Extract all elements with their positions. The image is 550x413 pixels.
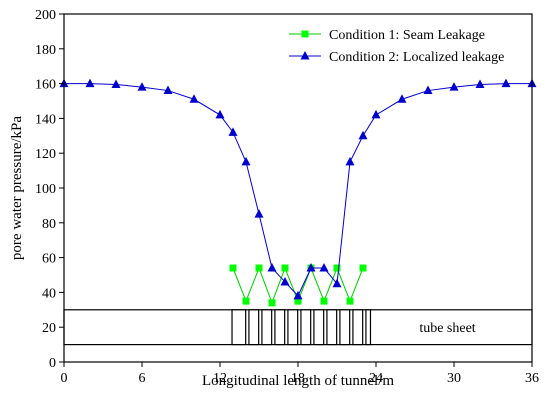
- data-point-condition-2: [293, 290, 303, 300]
- tube-sheet-segment: [365, 309, 372, 346]
- y-tick-label: 120: [35, 147, 56, 162]
- y-tick-label: 80: [42, 217, 56, 232]
- data-point-condition-2: [254, 209, 264, 218]
- legend: Condition 1: Seam Leakage Condition 2: Lo…: [289, 28, 504, 65]
- tube-sheet-segment: [313, 309, 325, 346]
- tube-sheet-segment: [300, 309, 312, 346]
- data-point-condition-2: [137, 82, 147, 91]
- data-point-condition-2: [85, 78, 95, 88]
- x-tick-label: 36: [525, 371, 539, 386]
- data-point-condition-1: [333, 264, 341, 272]
- data-point-condition-1: [294, 297, 302, 305]
- data-point-condition-2: [332, 278, 342, 288]
- data-point-condition-2: [423, 85, 433, 95]
- x-tick-label: 18: [291, 371, 305, 386]
- tube-sheet-segment: [352, 309, 364, 346]
- x-tick-label: 30: [447, 371, 461, 386]
- data-point-condition-2: [111, 79, 121, 88]
- y-tick-label: 180: [35, 43, 56, 58]
- legend-label-2: Condition 2: Localized leakage: [329, 50, 504, 65]
- y-tick-label: 0: [49, 356, 56, 371]
- tube-sheet-label: tube sheet: [419, 321, 475, 336]
- legend-marker-triangle: [300, 51, 310, 60]
- data-point-condition-2: [345, 156, 355, 166]
- y-tick-label: 40: [42, 286, 56, 301]
- y-axis-title: pore water pressure/kPa: [9, 116, 25, 260]
- tube-sheet-segment: [339, 309, 351, 346]
- data-point-condition-1: [359, 264, 367, 272]
- x-axis-title: Longitudinal length of tunnel/m: [202, 373, 394, 389]
- x-tick-label: 12: [213, 371, 227, 386]
- y-tick-label: 140: [35, 112, 56, 127]
- data-point-condition-2: [280, 276, 290, 286]
- data-point-condition-2: [475, 79, 485, 88]
- y-tick-label: 100: [35, 182, 56, 197]
- series-line-2: [64, 83, 532, 297]
- tube-sheet-segment: [231, 309, 247, 346]
- data-point-condition-2: [501, 78, 511, 88]
- tube-sheet-segment: [326, 309, 338, 346]
- data-point-condition-1: [242, 297, 250, 305]
- series-layer: [59, 78, 537, 307]
- data-point-condition-2: [306, 263, 316, 272]
- data-point-condition-2: [215, 109, 225, 119]
- data-point-condition-2: [319, 263, 329, 272]
- y-tick-label: 20: [42, 321, 56, 336]
- data-point-condition-2: [449, 82, 459, 91]
- data-point-condition-1: [229, 264, 237, 272]
- y-tick-label: 60: [42, 252, 56, 267]
- tube-sheet-segment: [261, 309, 273, 346]
- y-tick-label: 160: [35, 78, 56, 93]
- data-point-condition-1: [268, 299, 276, 307]
- tube-sheet-segment: [248, 309, 260, 346]
- data-point-condition-2: [267, 263, 277, 272]
- tube-sheet-segment: [287, 309, 299, 346]
- data-point-condition-2: [371, 109, 381, 119]
- data-point-condition-2: [163, 85, 173, 95]
- tube-sheet: tube sheet: [63, 309, 533, 346]
- legend-label-1: Condition 1: Seam Leakage: [329, 28, 485, 43]
- data-point-condition-2: [358, 130, 368, 140]
- x-tick-label: 0: [61, 371, 68, 386]
- data-point-condition-2: [189, 94, 199, 103]
- y-tick-label: 200: [35, 8, 56, 23]
- data-point-condition-1: [320, 297, 328, 305]
- x-tick-label: 6: [139, 371, 146, 386]
- data-point-condition-1: [281, 264, 289, 272]
- data-point-condition-2: [397, 94, 407, 103]
- data-point-condition-1: [255, 264, 263, 272]
- legend-marker-square: [301, 30, 309, 38]
- axes: 0 20 40 60 80 100 120 140 160 180 200 0 6 12 18 24 30 36 L…: [9, 8, 539, 389]
- tube-sheet-segment: [274, 309, 286, 346]
- x-tick-label: 24: [369, 371, 383, 386]
- data-point-condition-1: [346, 297, 354, 305]
- data-point-condition-2: [241, 156, 251, 166]
- data-point-condition-2: [228, 127, 238, 136]
